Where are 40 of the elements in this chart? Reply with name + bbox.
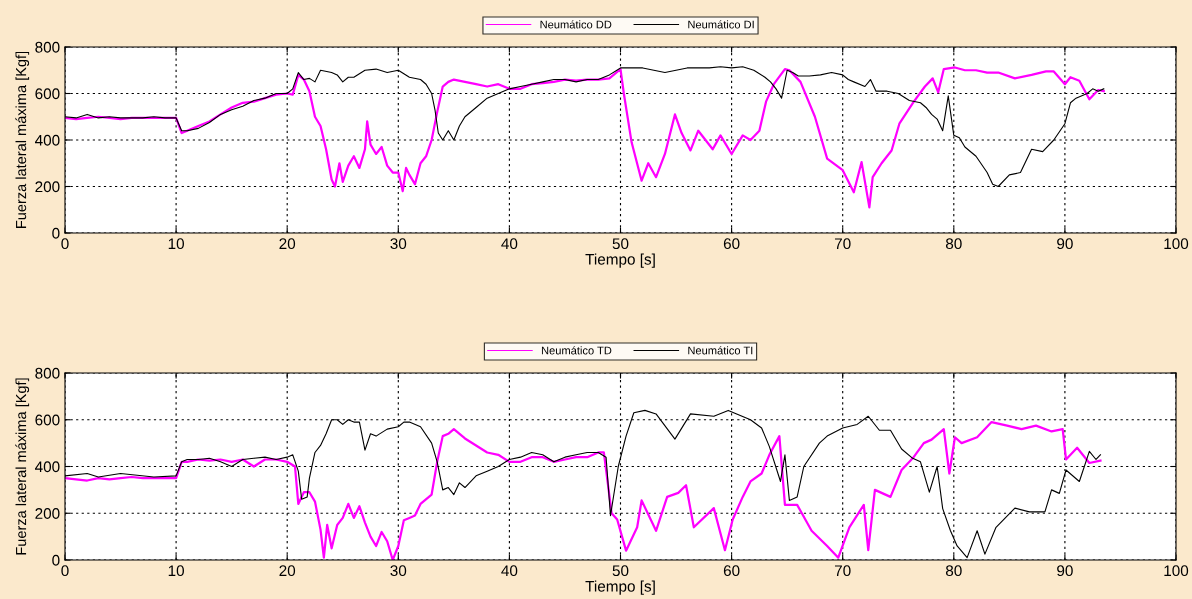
x-tick-label: 50 <box>612 238 629 250</box>
x-tick-label: 60 <box>723 565 740 577</box>
x-axis-title: Tiempo [s] <box>585 580 655 595</box>
x-tick-label: 0 <box>61 565 69 577</box>
x-tick-label: 80 <box>945 565 962 577</box>
x-tick-label: 50 <box>612 565 629 577</box>
x-tick-label: 10 <box>168 565 184 577</box>
x-tick-label: 90 <box>1057 565 1073 577</box>
x-tick-label: 80 <box>945 238 962 250</box>
x-tick-label: 100 <box>1164 238 1189 250</box>
y-tick-label: 400 <box>35 461 60 473</box>
y-tick-label: 800 <box>35 367 60 379</box>
x-tick-label: 0 <box>61 238 69 250</box>
y-tick-label: 400 <box>35 134 60 146</box>
x-tick-label: 90 <box>1057 238 1073 250</box>
y-tick-label: 0 <box>52 554 60 566</box>
x-tick-label: 20 <box>279 565 296 577</box>
x-tick-label: 40 <box>501 565 518 577</box>
y-tick-label: 800 <box>35 41 60 53</box>
x-tick-label: 70 <box>834 238 851 250</box>
x-tick-label: 70 <box>834 565 851 577</box>
legend-label: Neumático DD <box>540 20 612 29</box>
y-tick-label: 600 <box>35 414 60 426</box>
y-axis-title: Fuerza lateral máxima [Kgf] <box>15 378 30 555</box>
y-tick-label: 200 <box>35 508 60 519</box>
y-tick-label: 200 <box>35 181 60 193</box>
legend-label: Neumático DI <box>688 20 754 29</box>
x-tick-label: 30 <box>390 565 407 577</box>
y-axis-title: Fuerza lateral máxima [Kgf] <box>15 51 30 228</box>
x-tick-label: 100 <box>1164 565 1189 577</box>
x-tick-label: 40 <box>501 238 518 250</box>
x-axis-title: Tiempo [s] <box>585 253 655 268</box>
x-tick-label: 30 <box>390 238 407 250</box>
legend-label: Neumático TD <box>541 346 612 355</box>
x-tick-label: 60 <box>723 238 740 250</box>
y-tick-label: 0 <box>52 227 60 239</box>
x-tick-label: 20 <box>279 238 296 250</box>
legend-label: Neumático TI <box>688 346 753 355</box>
y-tick-label: 600 <box>35 88 60 100</box>
x-tick-label: 10 <box>168 238 184 250</box>
